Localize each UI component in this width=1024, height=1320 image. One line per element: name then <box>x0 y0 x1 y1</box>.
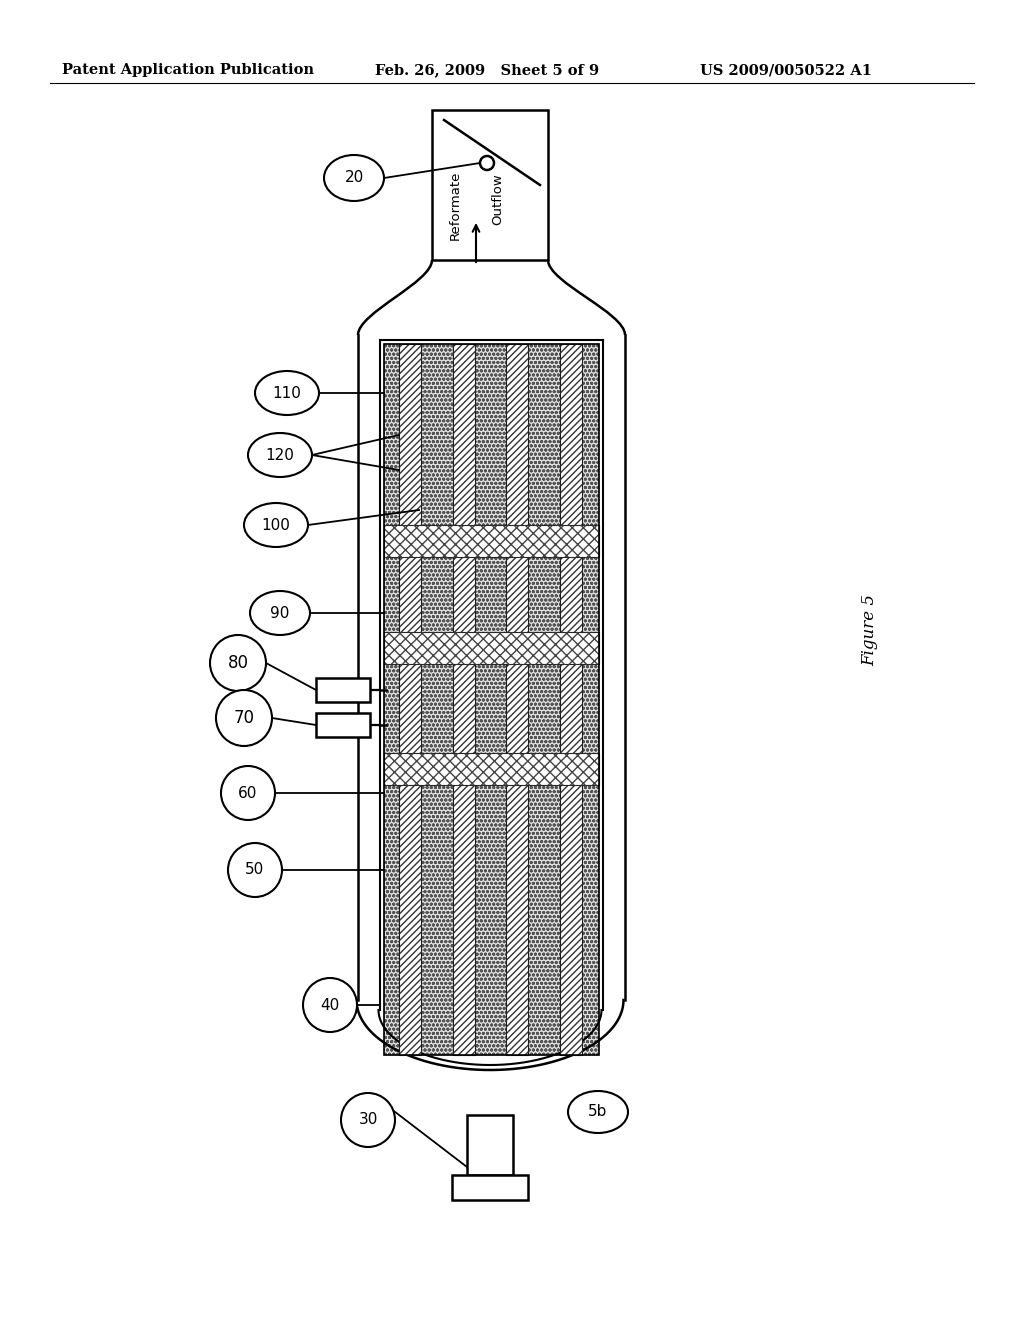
Bar <box>384 525 599 557</box>
Text: 110: 110 <box>272 385 301 400</box>
Bar <box>384 525 599 557</box>
Bar <box>506 345 528 1055</box>
Bar <box>398 345 421 1055</box>
Bar <box>384 345 599 1055</box>
Circle shape <box>216 690 272 746</box>
Text: 30: 30 <box>358 1113 378 1127</box>
Bar <box>316 678 370 702</box>
Circle shape <box>303 978 357 1032</box>
Ellipse shape <box>244 503 308 546</box>
Bar <box>316 713 370 737</box>
Ellipse shape <box>250 591 310 635</box>
Bar <box>453 345 474 1055</box>
Bar <box>453 345 474 1055</box>
Bar <box>560 345 582 1055</box>
Bar <box>384 632 599 664</box>
Circle shape <box>228 843 282 898</box>
Bar <box>467 1115 513 1175</box>
Text: 20: 20 <box>344 170 364 186</box>
Text: 5b: 5b <box>589 1105 607 1119</box>
Text: 80: 80 <box>227 653 249 672</box>
Text: 40: 40 <box>321 998 340 1012</box>
Circle shape <box>341 1093 395 1147</box>
Text: 50: 50 <box>246 862 264 878</box>
Bar <box>398 345 421 1055</box>
Circle shape <box>221 766 275 820</box>
Text: Feb. 26, 2009   Sheet 5 of 9: Feb. 26, 2009 Sheet 5 of 9 <box>375 63 599 77</box>
Text: Reformate: Reformate <box>449 170 462 240</box>
Bar <box>560 345 582 1055</box>
Ellipse shape <box>248 433 312 477</box>
Text: 120: 120 <box>265 447 295 462</box>
Text: Patent Application Publication: Patent Application Publication <box>62 63 314 77</box>
Circle shape <box>480 156 494 170</box>
Bar <box>384 345 599 1055</box>
Bar <box>384 632 599 664</box>
Circle shape <box>210 635 266 690</box>
Bar <box>384 752 599 785</box>
Text: 70: 70 <box>233 709 255 727</box>
Bar <box>384 752 599 785</box>
Bar <box>432 110 548 260</box>
Text: US 2009/0050522 A1: US 2009/0050522 A1 <box>700 63 872 77</box>
Ellipse shape <box>255 371 319 414</box>
Ellipse shape <box>324 154 384 201</box>
Text: Outflow: Outflow <box>492 173 505 224</box>
Text: 90: 90 <box>270 606 290 620</box>
Text: 100: 100 <box>261 517 291 532</box>
Bar <box>506 345 528 1055</box>
Bar <box>452 1175 528 1200</box>
Bar <box>384 345 599 1055</box>
Text: 60: 60 <box>239 785 258 800</box>
Ellipse shape <box>568 1092 628 1133</box>
Text: Figure 5: Figure 5 <box>861 594 879 667</box>
